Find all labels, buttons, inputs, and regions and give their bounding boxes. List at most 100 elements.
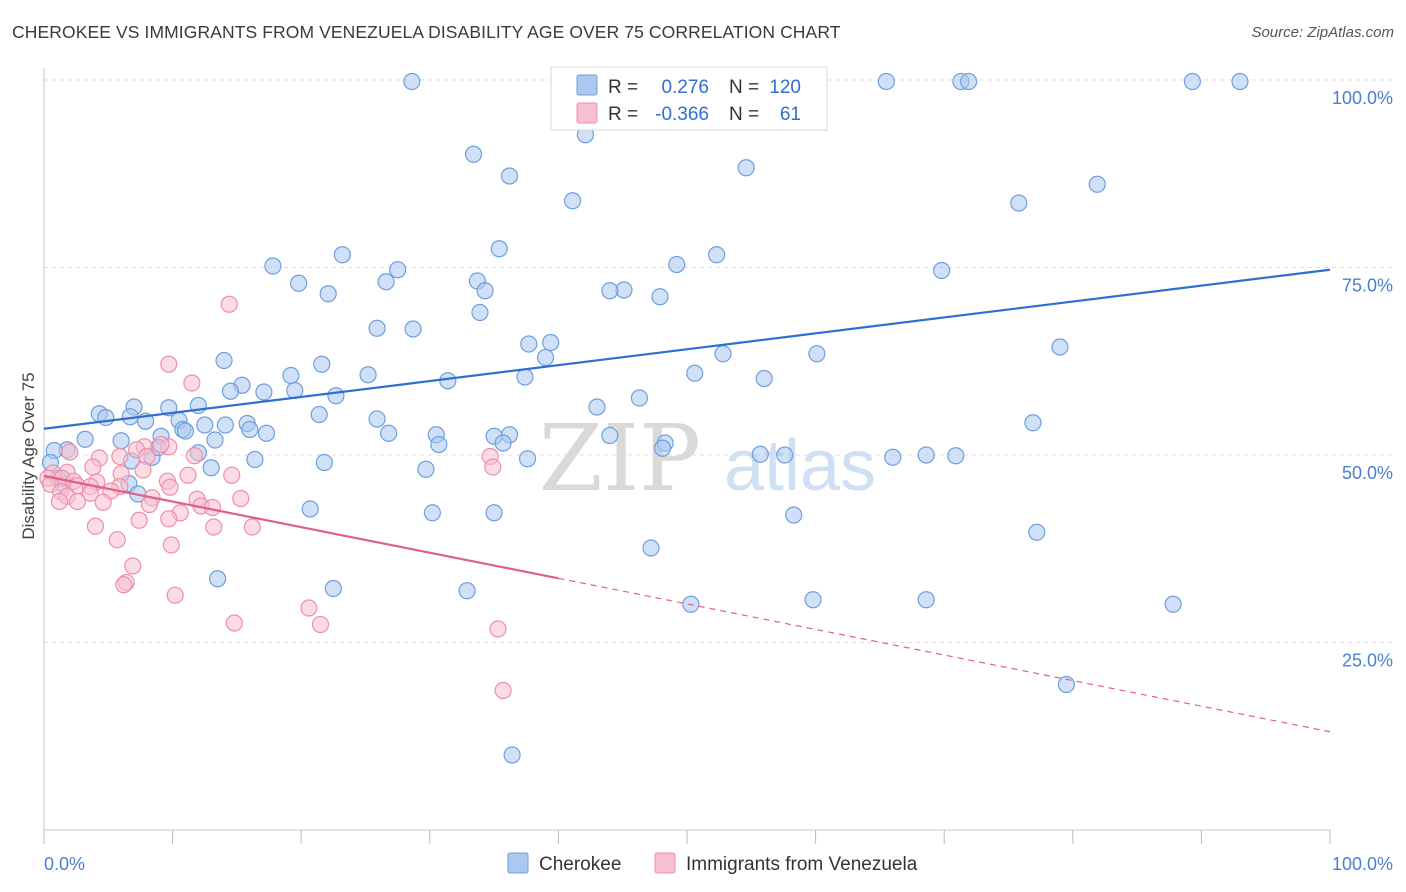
cherokee-point-52 [630, 389, 649, 407]
cherokee-point-90 [947, 447, 965, 465]
series-legend: Cherokee Immigrants from Venezuela [507, 852, 918, 875]
cherokee-point-118 [884, 448, 902, 466]
venezuela-point-50 [115, 576, 133, 594]
cherokee-point-0 [403, 72, 421, 91]
cherokee-point-58 [97, 408, 115, 427]
watermark-atlas: atlas [724, 426, 876, 506]
venezuela-point-47 [162, 536, 180, 554]
cherokee-point-22 [377, 273, 395, 291]
cherokee-point-35 [714, 345, 732, 363]
cherokee-point-82 [653, 439, 672, 457]
cherokee-point-6 [1231, 72, 1249, 91]
cherokee-point-39 [313, 355, 331, 373]
cherokee-point-104 [485, 504, 503, 522]
cherokee-point-66 [216, 416, 234, 434]
cherokee-point-25 [601, 282, 619, 300]
venezuela-point-48 [124, 557, 142, 575]
cherokee-point-77 [257, 424, 276, 442]
cherokee-point-45 [439, 372, 457, 390]
cherokee-point-103 [423, 504, 441, 522]
cherokee-point-80 [494, 434, 512, 452]
x-axis-ticks [43, 830, 1331, 844]
venezuela-point-35 [50, 492, 69, 511]
legend-swatch-venezuela [576, 102, 598, 124]
cherokee-point-111 [458, 582, 476, 600]
cherokee-point-61 [1024, 414, 1042, 432]
x-tick-label-min: 0.0% [44, 854, 85, 874]
venezuela-point-44 [243, 518, 261, 536]
cherokee-point-108 [1028, 523, 1046, 541]
cherokee-point-91 [751, 445, 769, 463]
cherokee-point-13 [1010, 194, 1028, 212]
cherokee-point-117 [430, 435, 448, 454]
cherokee-point-48 [255, 383, 273, 401]
cherokee-point-17 [668, 255, 686, 274]
cherokee-point-42 [516, 368, 534, 386]
y-axis-tick-labels: 25.0% 50.0% 75.0% 100.0% [1332, 88, 1393, 671]
cherokee-point-34 [536, 348, 555, 367]
legend-item-cherokee: Cherokee [539, 854, 621, 875]
cherokee-point-16 [707, 246, 726, 264]
venezuela-point-32 [232, 489, 250, 508]
cherokee-point-68 [176, 422, 195, 440]
legend-item-cherokee-swatch [507, 852, 529, 874]
cherokee-point-70 [380, 424, 398, 442]
trend-line-dashed-1 [558, 577, 1331, 733]
cherokee-point-113 [804, 591, 822, 609]
cherokee-point-43 [359, 366, 377, 384]
cherokee-point-9 [737, 159, 755, 177]
y-tick-label-100: 100.0% [1332, 88, 1393, 108]
cherokee-point-37 [1051, 338, 1069, 356]
venezuela-point-56 [494, 681, 512, 700]
cherokee-point-106 [1164, 595, 1182, 613]
cherokee-point-97 [202, 459, 220, 477]
cherokee-point-2 [877, 72, 895, 91]
venezuela-point-6 [61, 443, 79, 461]
legend-n-label-2: N = [729, 104, 759, 125]
x-tick-label-max: 100.0% [1332, 854, 1393, 874]
grid-lines [44, 79, 1392, 643]
trend-line-0 [43, 268, 1331, 430]
cherokee-point-26 [319, 285, 337, 303]
cherokee-point-76 [206, 431, 224, 449]
venezuela-point-36 [94, 493, 112, 511]
cherokee-point-18 [264, 257, 282, 275]
cherokee-point-19 [389, 261, 407, 279]
venezuela-point-41 [160, 510, 178, 528]
venezuela-point-42 [130, 511, 148, 529]
legend-item-venezuela-swatch [654, 852, 676, 874]
cherokee-point-69 [241, 420, 259, 439]
legend-n-value-2: 61 [780, 104, 801, 125]
cherokee-point-23 [290, 274, 308, 292]
venezuela-point-53 [300, 599, 318, 617]
venezuela-point-54 [311, 615, 330, 634]
legend-r-value-1: 0.276 [661, 77, 709, 98]
cherokee-point-114 [917, 591, 935, 609]
cherokee-point-12 [563, 192, 582, 210]
cherokee-point-50 [327, 387, 345, 405]
cherokee-point-94 [518, 450, 537, 468]
legend-swatch-cherokee [576, 74, 598, 96]
trend-line-solid-1 [43, 474, 559, 580]
cherokee-point-60 [368, 410, 386, 428]
cherokee-point-79 [112, 432, 130, 450]
chart-title: CHEROKEE VS IMMIGRANTS FROM VENEZUELA DI… [12, 22, 841, 42]
legend-item-venezuela: Immigrants from Venezuela [686, 854, 918, 875]
cherokee-point-105 [785, 506, 803, 524]
venezuela-point-11 [134, 461, 152, 479]
cherokee-point-33 [542, 333, 560, 352]
venezuela-point-2 [183, 374, 201, 392]
cherokee-point-88 [315, 453, 333, 472]
y-axis-label: Disability Age Over 75 [19, 372, 38, 539]
y-tick-label-75: 75.0% [1342, 276, 1393, 296]
cherokee-point-8 [464, 145, 483, 163]
cherokee-point-4 [960, 72, 978, 91]
cherokee-point-93 [917, 446, 935, 464]
cherokee-point-11 [1088, 175, 1106, 193]
cherokee-point-27 [476, 282, 494, 300]
cherokee-point-109 [209, 570, 227, 588]
cherokee-point-31 [404, 320, 422, 338]
venezuela-point-59 [152, 435, 170, 454]
venezuela-point-46 [108, 531, 126, 549]
